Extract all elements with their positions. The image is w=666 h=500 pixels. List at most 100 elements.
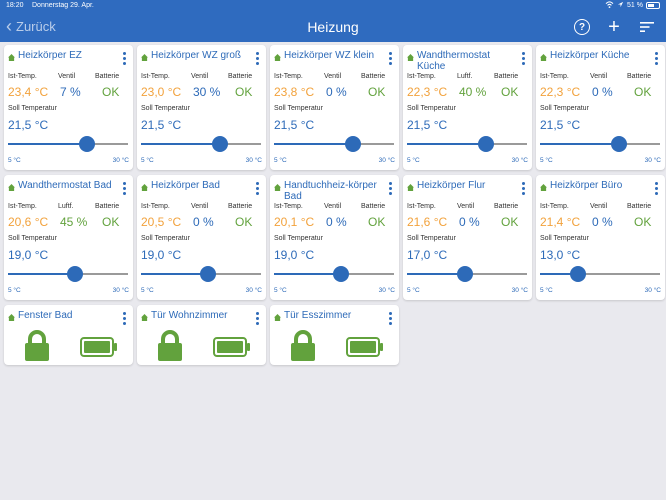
soll-temp-value: 19,0 °C [274, 248, 315, 262]
home-icon [141, 314, 148, 321]
mid-value: 0 % [326, 215, 347, 229]
soll-temp-label: Soll Temperatur [407, 235, 456, 242]
mid-value: 40 % [459, 85, 487, 99]
more-options-icon[interactable] [254, 312, 260, 325]
battery-header: Batterie [627, 73, 652, 80]
device-name: Heizkörper Küche [550, 50, 630, 61]
more-options-icon[interactable] [520, 52, 526, 65]
soll-temp-label: Soll Temperatur [274, 235, 323, 242]
temperature-slider[interactable] [274, 266, 394, 282]
more-options-icon[interactable] [387, 182, 393, 195]
battery-value: OK [102, 215, 120, 229]
slider-fill [8, 143, 88, 145]
soll-temp-value: 19,0 °C [8, 248, 49, 262]
contact-card[interactable]: Fenster Bad [4, 305, 133, 365]
ist-temp-header: Ist-Temp. [540, 203, 569, 210]
help-button[interactable]: ? [572, 17, 592, 37]
back-button[interactable]: ‹ Zurück [6, 17, 56, 35]
mid-value: 0 % [459, 215, 480, 229]
mid-value: 30 % [193, 85, 221, 99]
slider-thumb[interactable] [79, 136, 96, 152]
slider-fill [540, 273, 579, 275]
plus-icon: + [608, 15, 620, 38]
sort-button[interactable] [637, 17, 657, 37]
more-options-icon[interactable] [254, 52, 260, 65]
ist-temp-header: Ist-Temp. [540, 73, 569, 80]
temperature-slider[interactable] [141, 136, 261, 152]
soll-temp-value: 21,5 °C [274, 118, 315, 132]
temperature-slider[interactable] [540, 136, 660, 152]
temperature-slider[interactable] [8, 136, 128, 152]
battery-header: Batterie [228, 73, 253, 80]
heater-card[interactable]: Heizkörper WZ klein Ist-Temp. Ventil Batter… [270, 45, 399, 170]
temperature-slider[interactable] [8, 266, 128, 282]
temperature-slider[interactable] [407, 136, 527, 152]
page-title: Heizung [307, 19, 359, 35]
more-options-icon[interactable] [121, 52, 127, 65]
more-options-icon[interactable] [520, 182, 526, 195]
ist-temp-value: 23,4 °C [8, 85, 49, 99]
more-options-icon[interactable] [653, 52, 659, 65]
slider-thumb[interactable] [67, 266, 84, 282]
slider-thumb[interactable] [611, 136, 628, 152]
slider-thumb[interactable] [200, 266, 217, 282]
slider-max-label: 30 °C [112, 287, 129, 294]
contact-card[interactable]: Tür Esszimmer [270, 305, 399, 365]
more-options-icon[interactable] [254, 182, 260, 195]
contact-card[interactable]: Tür Wohnzimmer [137, 305, 266, 365]
slider-thumb[interactable] [456, 266, 473, 282]
battery-value: OK [501, 215, 519, 229]
more-options-icon[interactable] [121, 312, 127, 325]
slider-min-label: 5 °C [407, 287, 420, 294]
slider-max-label: 30 °C [245, 157, 262, 164]
mid-header: Ventil [457, 203, 475, 210]
mid-value: 0 % [592, 215, 613, 229]
ist-temp-value: 22,3 °C [540, 85, 581, 99]
slider-thumb[interactable] [570, 266, 587, 282]
heater-card[interactable]: Heizkörper WZ groß Ist-Temp. Ventil Batteri… [137, 45, 266, 170]
slider-fill [407, 273, 465, 275]
battery-percent: 51 % [627, 2, 643, 9]
slider-max-label: 30 °C [511, 287, 528, 294]
device-name: Tür Wohnzimmer [151, 310, 228, 321]
add-button[interactable]: + [604, 15, 624, 38]
slider-thumb[interactable] [345, 136, 362, 152]
lock-closed-icon [291, 330, 315, 361]
more-options-icon[interactable] [121, 182, 127, 195]
more-options-icon[interactable] [653, 182, 659, 195]
heater-card[interactable]: Handtuchheiz-körper Bad Ist-Temp. Ventil Ba… [270, 175, 399, 300]
heater-card[interactable]: Heizkörper Flur Ist-Temp. Ventil Batterie 21… [403, 175, 532, 300]
mid-value: 0 % [193, 215, 214, 229]
heater-card[interactable]: Heizkörper EZ Ist-Temp. Ventil Batterie 23,4… [4, 45, 133, 170]
temperature-slider[interactable] [274, 136, 394, 152]
soll-temp-label: Soll Temperatur [540, 105, 589, 112]
ist-temp-header: Ist-Temp. [141, 73, 170, 80]
device-name: Wandthermostat Bad [18, 180, 112, 191]
more-options-icon[interactable] [387, 312, 393, 325]
temperature-slider[interactable] [407, 266, 527, 282]
heater-card[interactable]: Heizkörper Büro Ist-Temp. Ventil Batterie 21… [536, 175, 665, 300]
heater-card[interactable]: Wandthermostat Küche Ist-Temp. Luftf. Batte… [403, 45, 532, 170]
lock-closed-icon [25, 330, 49, 361]
battery-value: OK [235, 85, 253, 99]
mid-header: Ventil [58, 73, 76, 80]
temperature-slider[interactable] [141, 266, 261, 282]
heater-card[interactable]: Wandthermostat Bad Ist-Temp. Luftf. Batteri… [4, 175, 133, 300]
slider-thumb[interactable] [478, 136, 495, 152]
soll-temp-value: 21,5 °C [540, 118, 581, 132]
slider-thumb[interactable] [333, 266, 350, 282]
slider-max-label: 30 °C [378, 157, 395, 164]
ist-temp-value: 22,3 °C [407, 85, 448, 99]
temperature-slider[interactable] [540, 266, 660, 282]
more-options-icon[interactable] [387, 52, 393, 65]
slider-thumb[interactable] [212, 136, 229, 152]
heater-card[interactable]: Heizkörper Bad Ist-Temp. Ventil Batterie 20,… [137, 175, 266, 300]
soll-temp-label: Soll Temperatur [141, 235, 190, 242]
ist-temp-value: 21,6 °C [407, 215, 448, 229]
slider-min-label: 5 °C [8, 157, 21, 164]
soll-temp-value: 17,0 °C [407, 248, 448, 262]
mid-value: 0 % [592, 85, 613, 99]
soll-temp-label: Soll Temperatur [8, 235, 57, 242]
battery-value: OK [368, 85, 386, 99]
heater-card[interactable]: Heizkörper Küche Ist-Temp. Ventil Batterie 2… [536, 45, 665, 170]
